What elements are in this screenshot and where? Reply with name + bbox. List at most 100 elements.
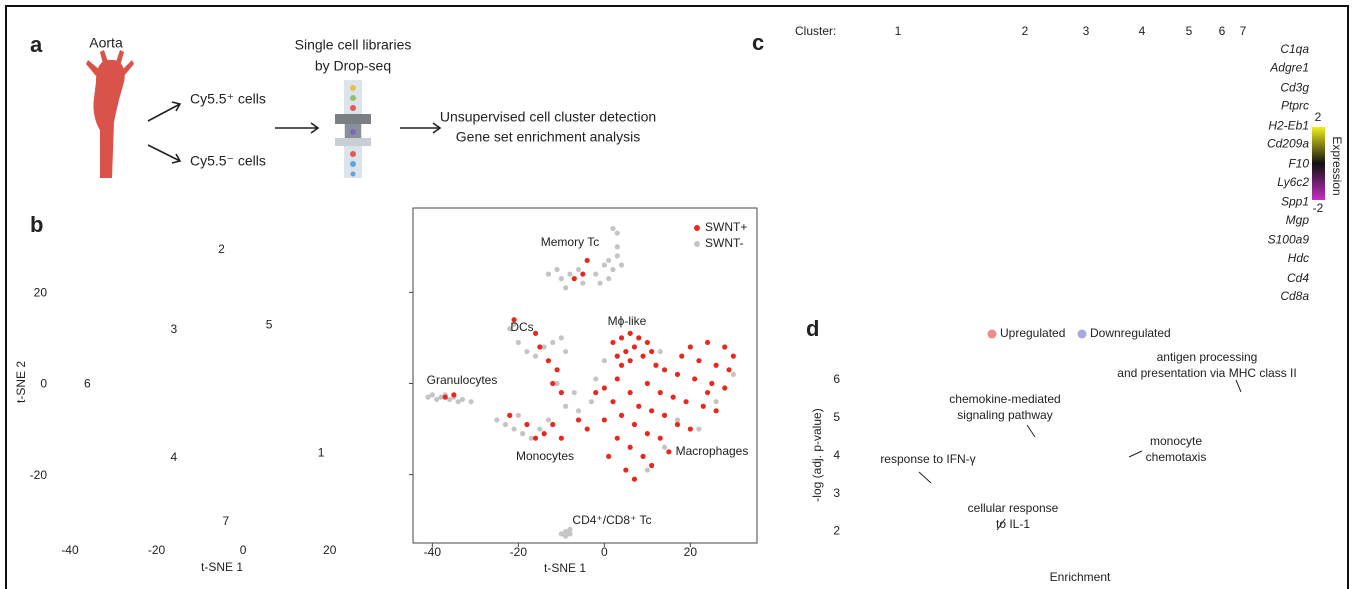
point <box>614 435 620 441</box>
point <box>434 396 440 403</box>
point <box>610 339 616 346</box>
x-tick-label: -20 <box>148 543 166 557</box>
point <box>563 533 569 539</box>
point <box>545 417 552 423</box>
row-label: Ptprc <box>1281 99 1309 113</box>
leader-line <box>1235 379 1242 393</box>
point <box>610 225 616 232</box>
point <box>584 426 590 432</box>
point <box>550 339 556 346</box>
point <box>679 353 685 359</box>
y-tick-label: -20 <box>30 468 48 482</box>
row-label: Adgre1 <box>1269 60 1309 74</box>
point <box>627 330 633 336</box>
point <box>687 344 693 350</box>
point <box>631 344 638 350</box>
legend-marker <box>1077 329 1087 339</box>
cluster-label: 6 <box>84 377 91 391</box>
point <box>558 335 564 341</box>
cluster-label: 1 <box>318 445 325 459</box>
x-tick-label: 0 <box>601 545 608 559</box>
point <box>709 380 715 387</box>
point <box>459 396 466 403</box>
point <box>575 266 582 273</box>
point <box>442 394 448 400</box>
point <box>644 339 650 346</box>
cells-neg: Cy5.5⁻ cells <box>190 153 266 169</box>
row-label: Hdc <box>1288 251 1309 265</box>
dropseq-icon <box>335 80 371 178</box>
y-tick-label: 2 <box>833 524 840 538</box>
point <box>601 385 607 391</box>
row-label: Mgp <box>1286 213 1310 227</box>
point <box>580 280 586 286</box>
point <box>507 326 513 332</box>
aorta-icon <box>86 50 134 178</box>
point <box>558 276 564 282</box>
point <box>588 399 595 405</box>
point <box>636 403 642 409</box>
row-label: Cd8a <box>1280 289 1309 303</box>
annotation: antigen processing <box>1157 350 1258 364</box>
point <box>528 435 534 441</box>
point <box>674 417 681 423</box>
point <box>575 417 582 423</box>
colorbar <box>1312 127 1325 200</box>
point <box>674 371 681 377</box>
colorbar-tick-label: 2 <box>1315 110 1322 124</box>
library-line: Single cell libraries <box>295 37 412 53</box>
annotation: response to IFN-γ <box>880 452 975 466</box>
point <box>507 412 513 418</box>
point <box>610 266 616 273</box>
point <box>610 399 616 405</box>
legend-marker <box>694 225 700 231</box>
point <box>593 376 599 382</box>
point <box>425 394 431 400</box>
legend-label: Downregulated <box>1090 326 1171 340</box>
point <box>593 389 599 396</box>
point <box>567 526 573 532</box>
cell-type-label: DCs <box>510 320 533 334</box>
point <box>532 353 539 359</box>
point <box>563 285 569 291</box>
point <box>687 426 693 432</box>
x-tick-label: 20 <box>323 543 337 557</box>
x-tick-label: -40 <box>61 543 79 557</box>
point <box>554 380 560 387</box>
point <box>601 417 607 423</box>
point <box>618 362 625 368</box>
point <box>545 358 552 364</box>
row-label: Cd3g <box>1280 80 1309 94</box>
point <box>713 399 719 405</box>
point <box>704 389 711 396</box>
legend-marker <box>987 329 997 339</box>
point <box>722 344 728 350</box>
x-tick-label: -20 <box>510 545 528 559</box>
point <box>601 262 607 268</box>
cell-type-label: Mϕ-like <box>608 314 647 328</box>
point <box>661 412 668 418</box>
point <box>563 348 569 355</box>
annotation: signaling pathway <box>957 408 1052 422</box>
point <box>696 358 702 364</box>
annotation: chemotaxis <box>1146 450 1207 464</box>
column-label: 1 <box>895 24 902 38</box>
column-label: 3 <box>1083 24 1090 38</box>
point <box>575 408 582 414</box>
point <box>571 276 577 282</box>
point <box>666 449 672 455</box>
point <box>627 444 633 450</box>
arrow <box>400 122 442 134</box>
panel-letter: b <box>30 212 43 237</box>
annotation: monocyte <box>1150 434 1202 448</box>
cell-type-label: Memory Tc <box>541 235 599 249</box>
cell-type-label: Monocytes <box>516 449 574 463</box>
point <box>649 462 655 469</box>
point <box>541 431 547 437</box>
point <box>653 362 659 368</box>
legend-marker <box>694 241 700 247</box>
leader-line <box>1128 450 1143 458</box>
point <box>593 271 599 277</box>
point <box>700 403 706 409</box>
point <box>631 421 638 428</box>
